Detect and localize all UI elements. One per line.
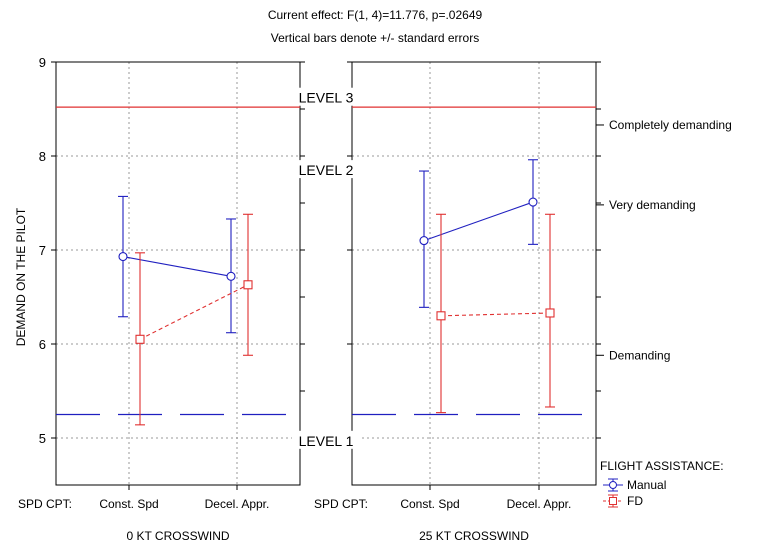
category-label: Const. Spd bbox=[99, 497, 158, 511]
data-point-manual bbox=[226, 271, 236, 281]
plot-frame bbox=[55, 61, 301, 486]
data-point-fd bbox=[545, 308, 555, 318]
plot-frame bbox=[351, 61, 597, 486]
legend-label: FD bbox=[627, 494, 643, 508]
data-point-manual bbox=[528, 197, 538, 207]
series-line-manual bbox=[122, 256, 232, 277]
level-label: LEVEL 3 bbox=[299, 90, 354, 106]
data-point-fd bbox=[135, 334, 145, 344]
panel-0: 5 6 7 8 9 SPD CPT: Const. Spd Decel. Appr. 0 KT … bbox=[18, 55, 305, 543]
legend-marker-square bbox=[609, 497, 617, 505]
chart-title: Current effect: F(1, 4)=11.776, p=.02649 bbox=[268, 8, 483, 22]
legend-marker-circle bbox=[609, 481, 617, 489]
chart-subtitle: Vertical bars denote +/- standard errors bbox=[271, 31, 479, 45]
series-line-fd bbox=[139, 284, 249, 340]
level-label-bg bbox=[292, 430, 360, 449]
data-point-fd bbox=[243, 280, 253, 290]
level-label: LEVEL 1 bbox=[299, 433, 354, 449]
data-point-manual bbox=[118, 252, 128, 262]
level-label-bg bbox=[292, 87, 360, 106]
y-axis-label: DEMAND ON THE PILOT bbox=[14, 207, 28, 346]
y-tick-label: 7 bbox=[39, 243, 46, 258]
panel-1: SPD CPT: Const. Spd Decel. Appr. 25 KT CROS… bbox=[314, 61, 601, 543]
data-point-fd bbox=[436, 311, 446, 321]
series-line-fd bbox=[440, 312, 551, 317]
panel-label: 25 KT CROSSWIND bbox=[419, 529, 529, 543]
data-point-manual bbox=[419, 236, 429, 246]
y-tick-label: 9 bbox=[39, 55, 46, 70]
y-tick-label: 5 bbox=[39, 431, 46, 446]
x-axis-prefix: SPD CPT: bbox=[18, 497, 72, 511]
category-label: Decel. Appr. bbox=[205, 497, 270, 511]
legend-title: FLIGHT ASSISTANCE: bbox=[600, 459, 724, 473]
level-label: LEVEL 2 bbox=[299, 162, 354, 178]
panel-label: 0 KT CROSSWIND bbox=[126, 529, 229, 543]
right-axis-label: Demanding bbox=[609, 348, 670, 362]
y-tick-label: 8 bbox=[39, 149, 46, 164]
right-axis-label: Very demanding bbox=[609, 198, 696, 212]
y-tick-label: 6 bbox=[39, 337, 46, 352]
category-label: Const. Spd bbox=[400, 497, 459, 511]
right-axis-label: Completely demanding bbox=[609, 118, 732, 132]
category-label: Decel. Appr. bbox=[507, 497, 572, 511]
x-axis-prefix: SPD CPT: bbox=[314, 497, 368, 511]
legend: FLIGHT ASSISTANCE: Manual FD bbox=[600, 459, 724, 508]
level-label-bg bbox=[292, 160, 360, 179]
legend-label: Manual bbox=[627, 478, 666, 492]
series-line-manual bbox=[423, 201, 534, 242]
